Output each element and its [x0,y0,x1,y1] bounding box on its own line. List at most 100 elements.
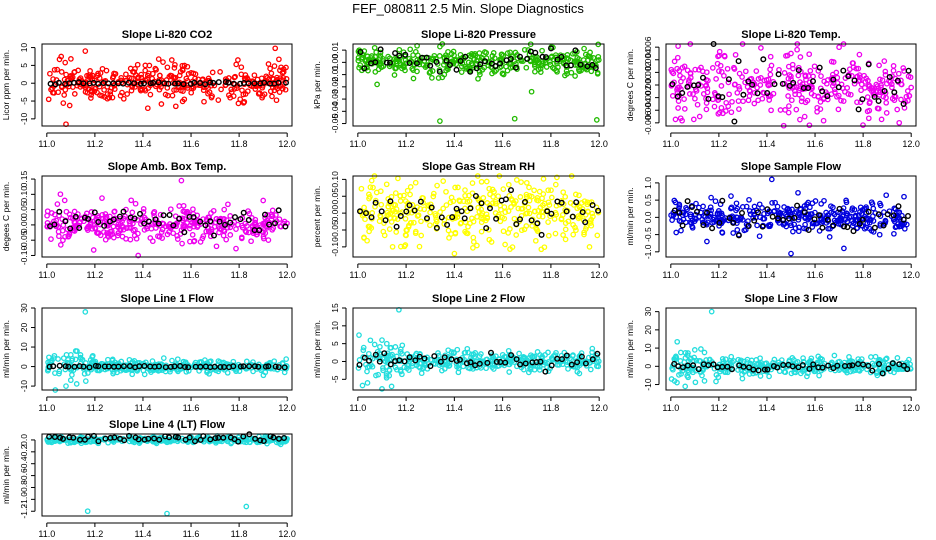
raw-point [794,46,800,53]
raw-point [877,76,883,83]
averaged-point [431,353,438,360]
chart-title: Slope Li-820 Pressure [421,29,536,41]
averaged-point [886,73,893,80]
averaged-point [810,361,817,368]
x-tick-label: 11.8 [542,270,559,280]
raw-point [829,83,836,89]
averaged-point [780,216,787,223]
raw-point [180,88,186,94]
raw-point [248,238,254,245]
raw-point [147,91,154,98]
raw-point [554,174,560,181]
averaged-point [80,80,87,87]
raw-point [372,69,379,75]
y-tick-label: 0.10 [330,171,340,188]
x-tick-label: 11.0 [662,139,679,149]
raw-point [458,63,465,70]
raw-point [574,55,581,61]
averaged-point [396,357,403,364]
raw-point [99,195,105,201]
averaged-point [824,93,831,100]
y-tick-label: -10 [19,380,29,393]
raw-point [853,65,860,72]
raw-point [208,94,215,101]
x-axis: 11.0 11.2 11.4 11.6 11.8 12.0 [38,263,296,280]
raw-point [670,70,677,77]
averaged-point [865,208,872,215]
raw-point [677,72,683,79]
chart-panel-6: Slope Sample Flow ml/min per min. 11.0 11.2… [625,161,920,280]
x-tick-label: 11.6 [183,403,200,413]
averaged-point [806,365,813,372]
raw-point [774,217,781,224]
raw-point [157,211,164,218]
raw-point [531,187,537,194]
raw-point [512,49,519,56]
raw-point [844,85,851,91]
outlier-point [243,503,250,510]
raw-point [560,232,566,238]
averaged-point [881,87,888,94]
raw-point [746,196,752,203]
x-tick-label: 12.0 [278,529,296,539]
raw-point [484,356,490,363]
raw-point [545,187,552,194]
raw-point [429,68,436,74]
x-tick-label: 11.8 [855,139,872,149]
x-tick-label: 11.6 [807,270,824,280]
averaged-point [795,67,802,74]
raw-point [505,347,512,354]
y-tick-label: -0.6 [19,468,29,483]
averaged-point [266,221,273,228]
raw-point [407,220,414,226]
raw-point [896,223,903,230]
raw-point [383,181,390,188]
raw-point [500,71,507,78]
averaged-point [270,434,277,441]
raw-point [240,99,247,106]
chart-title: Slope Li-820 Temp. [741,29,840,41]
averaged-point [166,434,173,441]
raw-point [91,88,98,95]
averaged-point [461,215,468,222]
y-tick-label: -5 [330,375,340,383]
y-tick-label: -10 [643,378,653,391]
raw-point [553,349,559,356]
raw-point [478,178,485,185]
y-tick-label: 0.05 [330,188,340,205]
averaged-point [421,355,428,362]
raw-point [377,55,383,61]
raw-point [733,207,739,214]
y-tick-label: -5 [19,97,29,105]
raw-point [767,71,774,78]
raw-point [812,209,818,216]
raw-point [506,192,513,199]
x-tick-label: 11.8 [855,270,872,280]
raw-point [279,360,286,366]
averaged-point [155,79,162,86]
averaged-point [86,364,93,371]
raw-point [860,122,866,128]
raw-point [218,86,224,93]
y-axis: -1.0 -0.5 0.0 0.5 1.0 [643,177,660,259]
raw-point [797,205,804,212]
raw-point [751,100,758,107]
averaged-point [221,221,228,228]
averaged-point [754,90,761,97]
outlier-point [437,118,443,124]
raw-point [218,226,224,233]
raw-point [88,209,95,215]
averaged-point [502,196,509,203]
raw-point [889,84,895,91]
averaged-point [558,199,565,206]
raw-point [450,198,457,205]
x-tick-label: 12.0 [278,270,296,280]
averaged-point [65,363,72,370]
averaged-point [740,91,747,98]
raw-point [237,96,244,103]
averaged-point [790,79,797,86]
outlier-point [682,383,689,390]
raw-point [467,65,473,72]
raw-point [741,369,747,375]
averaged-point [558,53,565,60]
